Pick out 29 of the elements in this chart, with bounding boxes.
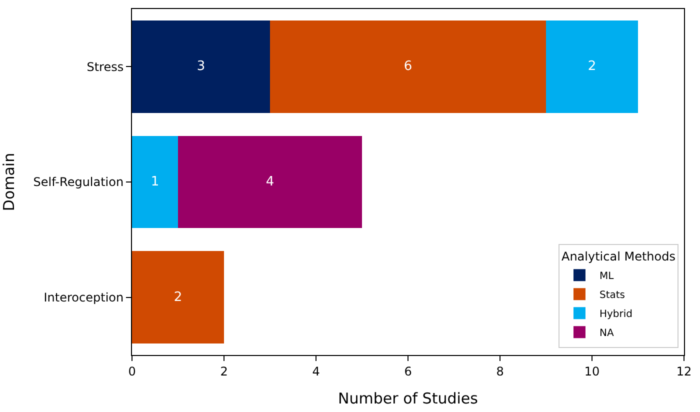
data-label: 3 [196, 59, 206, 74]
data-label: 2 [174, 290, 182, 305]
legend-label: ML [599, 271, 614, 282]
legend-label: Hybrid [599, 309, 633, 320]
legend-label: Stats [599, 290, 626, 302]
bar [132, 251, 224, 344]
y-tick-label: Stress [86, 60, 124, 74]
y-axis-title: Domain [0, 152, 18, 212]
bar [546, 20, 638, 113]
x-tick-label: 0 [128, 364, 136, 378]
x-tick-label: 4 [312, 364, 320, 378]
data-label: 1 [150, 174, 160, 190]
data-label: 6 [404, 59, 412, 74]
x-tick-label: 12 [676, 364, 692, 378]
x-tick-label: 8 [496, 364, 504, 378]
x-tick-label: 10 [584, 364, 600, 378]
bar [132, 20, 270, 113]
x-axis-title: Number of Studies [338, 389, 478, 408]
legend-title: Analytical Methods [561, 250, 676, 264]
x-tick-label: 2 [220, 364, 228, 378]
bar [178, 136, 362, 228]
data-label: 4 [266, 174, 274, 190]
data-label: 2 [588, 59, 596, 74]
bar [132, 136, 178, 228]
y-tick-label: Interoception [44, 290, 124, 305]
bar [270, 20, 546, 113]
x-tick-label: 6 [404, 364, 412, 378]
legend-label: NA [599, 328, 614, 340]
y-tick-label: Self-Regulation [33, 175, 124, 190]
